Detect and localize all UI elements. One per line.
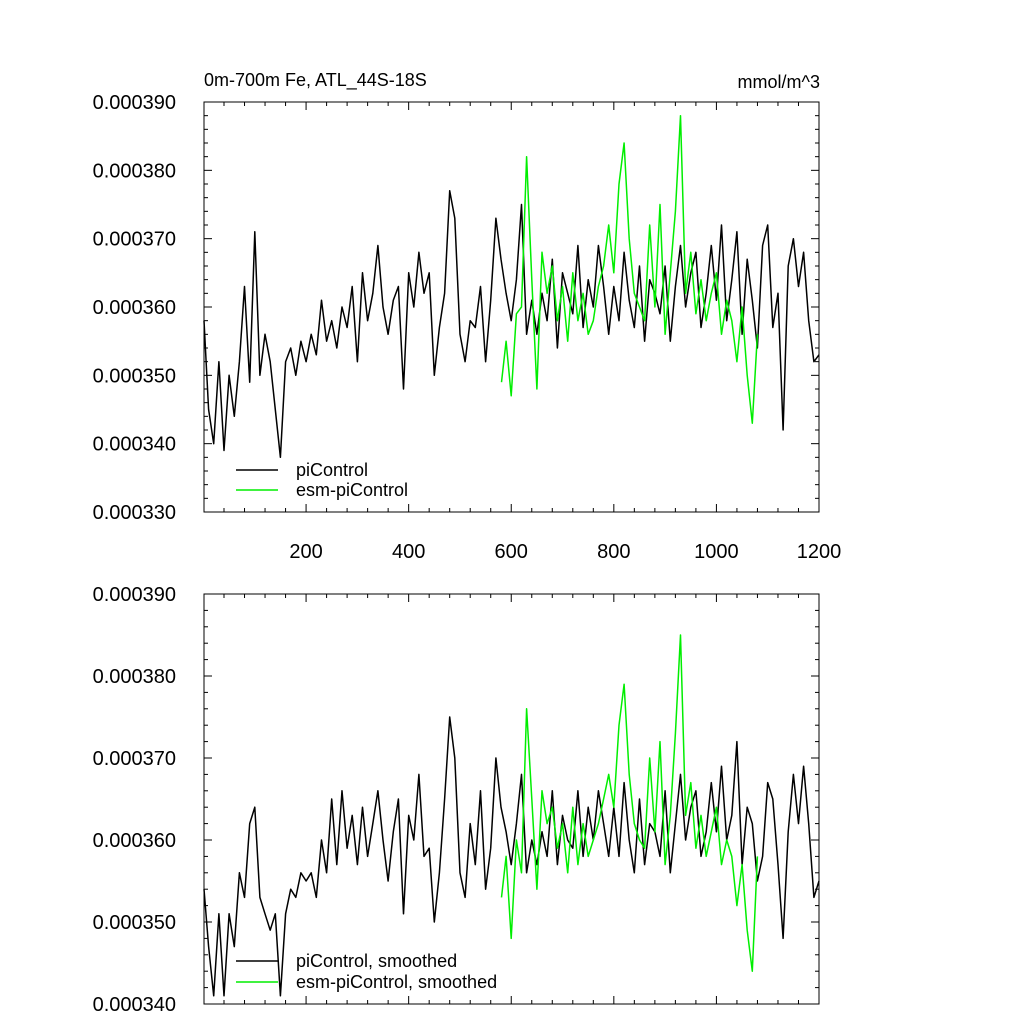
y-tick-label: 0.000370 bbox=[93, 748, 176, 770]
legend-label-esm-picontrol-smoothed: esm-piControl, smoothed bbox=[296, 972, 497, 992]
y-tick-label: 0.000350 bbox=[93, 912, 176, 934]
x-axis bbox=[223, 594, 820, 1004]
legend-label-picontrol: piControl bbox=[296, 460, 368, 480]
series-line-picontrol bbox=[203, 190, 820, 459]
units-label: mmol/m^3 bbox=[738, 72, 820, 92]
plot-frame bbox=[203, 101, 820, 513]
series-line-picontrol-smoothed bbox=[203, 716, 820, 997]
x-tick-label: 1200 bbox=[797, 541, 842, 563]
y-tick-label: 0.000350 bbox=[93, 365, 176, 387]
series-line-esm-picontrol-smoothed bbox=[500, 634, 759, 972]
y-tick-label: 0.000360 bbox=[93, 297, 176, 319]
y-axis: 0.000330 0.000340 0.000350 0.000360 0.000370… bbox=[93, 92, 819, 524]
plot-frame bbox=[203, 593, 820, 1005]
y-tick-label: 0.000390 bbox=[93, 92, 176, 114]
x-tick-label: 200 bbox=[289, 541, 322, 563]
x-tick-label: 800 bbox=[597, 541, 630, 563]
legend-label-picontrol-smoothed: piControl, smoothed bbox=[296, 951, 457, 971]
x-axis: 200 400 600 800 1000 1200 bbox=[223, 102, 842, 563]
x-tick-label: 1000 bbox=[694, 541, 739, 563]
top-panel: 0m-700m Fe, ATL_44S-18S mmol/m^3 0.00033… bbox=[93, 70, 842, 563]
chart-title: 0m-700m Fe, ATL_44S-18S bbox=[204, 70, 427, 91]
plot-lines bbox=[203, 634, 820, 997]
y-tick-label: 0.000380 bbox=[93, 666, 176, 688]
series-line-esm-picontrol bbox=[500, 114, 759, 424]
legend-label-esm-picontrol: esm-piControl bbox=[296, 480, 408, 500]
x-tick-label: 400 bbox=[392, 541, 425, 563]
y-tick-label: 0.000340 bbox=[93, 434, 176, 456]
legend: piControl esm-piControl bbox=[236, 460, 408, 500]
bottom-panel: 0.000340 0.000350 0.000360 0.000370 0.000380… bbox=[93, 584, 820, 1016]
legend: piControl, smoothed esm-piControl, smoot… bbox=[236, 951, 497, 992]
y-tick-label: 0.000330 bbox=[93, 502, 176, 524]
y-tick-label: 0.000370 bbox=[93, 229, 176, 251]
y-tick-label: 0.000390 bbox=[93, 584, 176, 606]
y-tick-label: 0.000340 bbox=[93, 994, 176, 1016]
y-tick-label: 0.000380 bbox=[93, 160, 176, 182]
x-tick-label: 600 bbox=[495, 541, 528, 563]
y-tick-label: 0.000360 bbox=[93, 830, 176, 852]
plot-lines bbox=[203, 114, 820, 459]
y-axis: 0.000340 0.000350 0.000360 0.000370 0.000380… bbox=[93, 584, 819, 1016]
